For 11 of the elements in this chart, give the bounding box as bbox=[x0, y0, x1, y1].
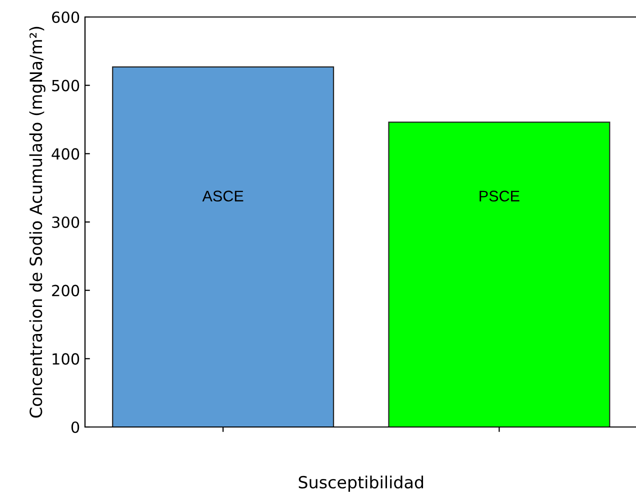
y-tick-label: 200 bbox=[52, 284, 80, 296]
y-axis-title: Concentracion de Sodio Acumulado (mgNa/m²) bbox=[29, 26, 46, 418]
y-tick-label: 600 bbox=[52, 11, 80, 24]
y-tick-label: 500 bbox=[52, 80, 80, 92]
y-tick-label: 100 bbox=[52, 353, 80, 365]
x-tick-label: ASCE bbox=[202, 190, 244, 202]
x-tick-label: PSCE bbox=[480, 190, 520, 202]
y-tick-label: 400 bbox=[52, 148, 80, 160]
y-tick-label: 300 bbox=[52, 216, 80, 228]
y-tick-label: 0 bbox=[71, 421, 80, 434]
x-axis-title: Susceptibilidad bbox=[298, 476, 424, 492]
